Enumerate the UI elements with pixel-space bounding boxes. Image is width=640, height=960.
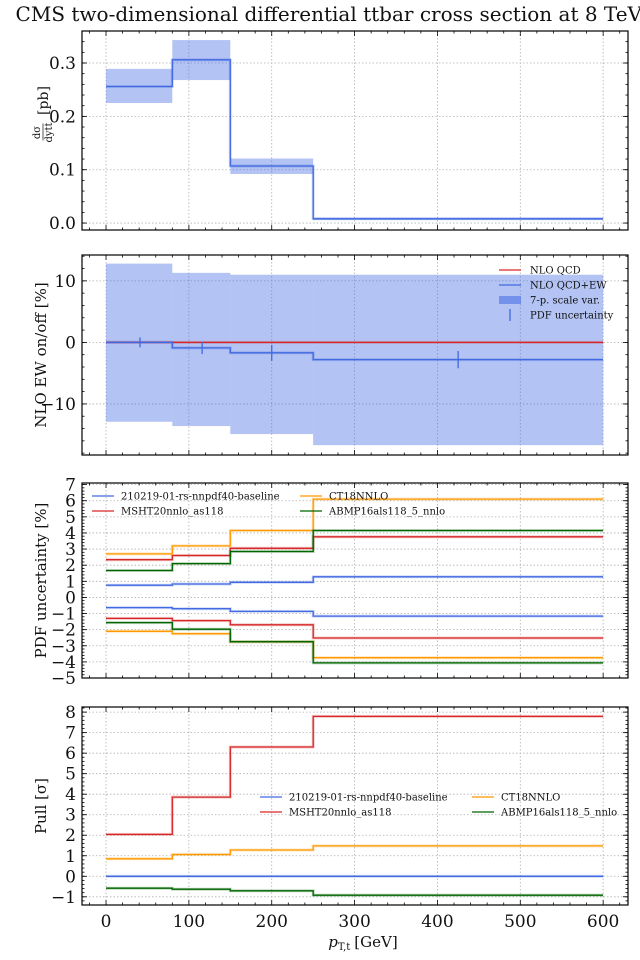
y-tick-label: −4 <box>51 653 76 673</box>
grid <box>82 31 628 230</box>
legend-patch <box>499 296 521 304</box>
legend: 210219-01-rs-nnpdf40-baseline CT18NNLO MSH… <box>260 793 617 819</box>
y-tick-label: 3 <box>65 540 76 560</box>
x-tick-label: 100 <box>173 912 205 932</box>
legend-label: 210219-01-rs-nnpdf40-baseline <box>121 492 280 503</box>
y-tick-label: 0 <box>65 333 76 353</box>
ticks <box>82 31 628 230</box>
plot-area <box>106 40 604 221</box>
y-tick-label: 6 <box>65 492 76 512</box>
y-label-numerator: dσ <box>32 126 43 139</box>
y-tick-label: 10 <box>54 272 76 292</box>
x-label-main: p <box>328 933 338 951</box>
x-tick-label: 200 <box>256 912 288 932</box>
y-label-denominator: dytt <box>44 122 55 142</box>
y-tick-label: 4 <box>65 785 76 805</box>
y-tick-label: 3 <box>65 806 76 826</box>
y-tick-label: 1 <box>65 572 76 592</box>
panel-cross-section: 0.0 0.1 0.2 0.3 dσ dytt [pb] <box>32 30 629 234</box>
ticks <box>82 707 628 906</box>
legend: 210219-01-rs-nnpdf40-baseline CT18NNLO MSH… <box>92 492 445 518</box>
grid <box>82 707 628 905</box>
series-line-nlo-qcd-ew <box>106 341 604 361</box>
ticks <box>82 483 628 679</box>
figure-title: CMS two-dimensional differential ttbar c… <box>0 2 640 26</box>
series-line-ct18nnlo-upper <box>106 498 604 555</box>
x-tick-label: 500 <box>504 912 536 932</box>
series-line-msht20nnlo-as118 <box>106 715 604 836</box>
y-tick-label: 2 <box>65 826 76 846</box>
series-line-abmp16als118-5-nnlo-upper <box>106 529 604 572</box>
y-tick-label: 0 <box>65 588 76 608</box>
axes-frame <box>81 706 629 906</box>
plot-area <box>106 714 604 897</box>
y-tick-label: 0.3 <box>49 54 76 74</box>
y-tick-label: 6 <box>65 744 76 764</box>
y-tick-label: 0.0 <box>49 214 76 234</box>
band-segment <box>172 272 231 427</box>
y-tick-label: 8 <box>65 703 76 723</box>
legend-label: NLO QCD <box>530 266 581 277</box>
y-tick-label: 7 <box>65 476 76 496</box>
x-label-subscript: T,t <box>338 942 350 953</box>
legend-label: 210219-01-rs-nnpdf40-baseline <box>289 793 448 804</box>
y-tick-label: 0.2 <box>49 107 76 127</box>
y-tick-label: −2 <box>51 621 76 641</box>
legend-label: 7-p. scale var. <box>530 296 600 307</box>
legend: NLO QCD NLO QCD+EW 7-p. scale var. PDF unce… <box>499 266 614 322</box>
legend-label: ABMP16als118_5_nnlo <box>500 808 617 819</box>
y-tick-label: −5 <box>51 669 76 689</box>
series-line-central <box>106 59 604 220</box>
x-label-unit: [GeV] <box>354 933 397 951</box>
x-tick-label: 300 <box>338 912 370 932</box>
legend-label: CT18NNLO <box>501 793 560 804</box>
series-line-ct18nnlo <box>106 845 604 860</box>
legend-label: MSHT20nnlo_as118 <box>121 507 224 518</box>
y-tick-label: −1 <box>51 888 76 908</box>
y-axis-label: Pull [σ] <box>32 778 50 834</box>
axes-frame <box>81 482 629 679</box>
figure-title-text: CMS two-dimensional differential ttbar c… <box>15 2 640 26</box>
y-tick-label: −10 <box>40 395 76 415</box>
y-tick-label: 5 <box>65 508 76 528</box>
y-axis-label: NLO EW on/off [%] <box>32 282 50 427</box>
x-tick-label: 400 <box>421 912 453 932</box>
y-axis-label: PDF uncertainty [%] <box>32 503 50 659</box>
series-line-abmp16als118-5-nnlo-lower <box>106 621 604 664</box>
y-label-unit: [pb] <box>36 86 52 115</box>
y-tick-label: 2 <box>65 556 76 576</box>
legend-label: ABMP16als118_5_nnlo <box>328 507 445 518</box>
x-tick-label: 0 <box>101 912 112 932</box>
y-tick-label: 4 <box>65 524 76 544</box>
series-line-msht20nnlo-as118-lower <box>106 617 604 639</box>
y-tick-label: 5 <box>65 765 76 785</box>
y-tick-label: 0.1 <box>49 161 76 181</box>
legend-label: CT18NNLO <box>329 492 388 503</box>
legend-label: NLO QCD+EW <box>530 281 607 292</box>
y-tick-label: −1 <box>51 605 76 625</box>
y-tick-label: −3 <box>51 637 76 657</box>
y-tick-label: 0 <box>65 867 76 887</box>
y-axis-label: dσ dytt [pb] <box>32 86 55 142</box>
legend-label: MSHT20nnlo_as118 <box>289 808 392 819</box>
legend-label: PDF uncertainty <box>530 311 614 322</box>
y-tick-label: 7 <box>65 724 76 744</box>
plot-area <box>106 263 604 446</box>
x-tick-label: 600 <box>587 912 619 932</box>
plot-area <box>106 497 604 665</box>
y-tick-label: 1 <box>65 847 76 867</box>
series-line-abmp16als118-5-nnlo <box>106 887 604 896</box>
x-axis-label: pT,t [GeV] <box>328 933 397 953</box>
series-line-210219-01-rs-nnpdf40-baseline-upper <box>106 576 604 586</box>
ticks <box>82 255 628 455</box>
axes-frame <box>81 30 629 231</box>
series-line-210219-01-rs-nnpdf40-baseline-lower <box>106 606 604 617</box>
